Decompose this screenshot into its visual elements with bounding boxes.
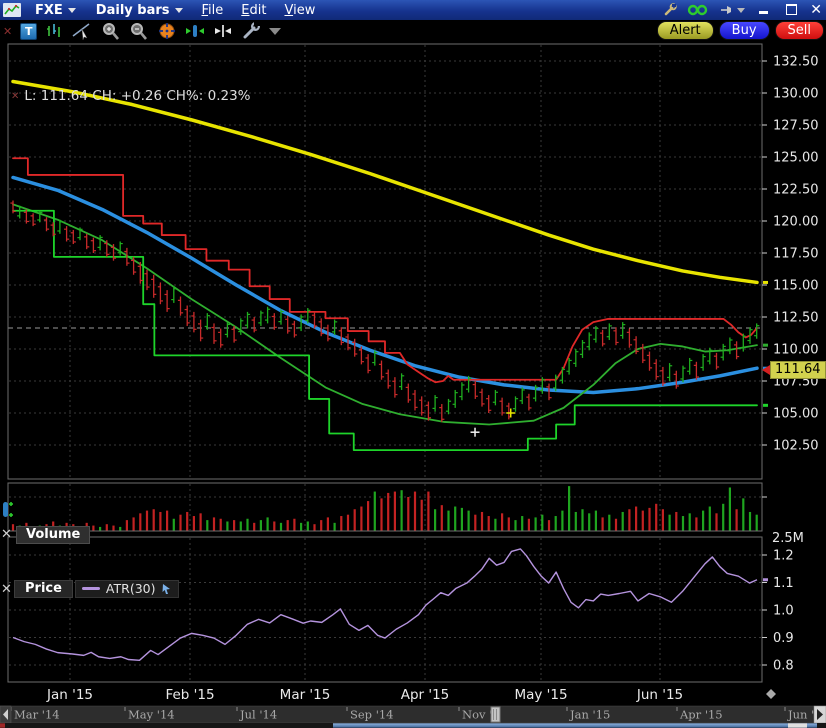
chevron-down-icon xyxy=(175,8,183,13)
maximize-button[interactable] xyxy=(781,4,802,17)
period-label: Daily bars xyxy=(96,3,170,18)
menu-view[interactable]: View xyxy=(284,3,315,18)
symbol-menu[interactable]: FXE xyxy=(35,3,76,18)
trendline-cursor-icon[interactable] xyxy=(71,22,93,40)
alert-button[interactable]: Alert xyxy=(657,21,714,40)
x-axis-label: Feb '15 xyxy=(165,687,214,703)
volume-axis-label: 2.5M xyxy=(772,531,804,546)
scrollbar-label: May '14 xyxy=(128,708,175,722)
close-button[interactable]: ✕ xyxy=(810,4,822,16)
chart-window: FXE Daily bars File Edit View ✕ ✕ T xyxy=(0,0,826,728)
price-axis-tick: 117.50 xyxy=(773,247,819,262)
period-menu[interactable]: Daily bars xyxy=(96,3,183,18)
menu-edit-rest: dit xyxy=(250,3,267,18)
x-axis-label: Jan '15 xyxy=(46,687,93,703)
scrollbar-label: Sep '14 xyxy=(350,708,394,722)
menu-view-initial: V xyxy=(284,3,293,18)
buy-button[interactable]: Buy xyxy=(719,21,770,40)
atr-line-swatch-icon xyxy=(82,587,100,590)
atr-panel-header: Price ATR(30) xyxy=(14,580,179,598)
series-endpoint-tick xyxy=(763,404,768,407)
quote-text: L: 111.64 CH: +0.26 CH%: 0.23% xyxy=(24,88,250,104)
scrollbar-label: Apr '15 xyxy=(679,708,723,722)
scrollbar-label: Jan '15 xyxy=(569,708,610,722)
x-axis-label: Apr '15 xyxy=(401,687,450,703)
menu-view-rest: iew xyxy=(293,3,315,18)
range-bar-left-mark xyxy=(0,723,5,727)
remove-tool-icon[interactable]: ✕ xyxy=(3,22,12,40)
axis-nav-diamond-icon[interactable] xyxy=(766,689,776,699)
expand-bars-icon[interactable] xyxy=(0,498,14,526)
dropdown-arrow-icon[interactable] xyxy=(269,22,281,40)
edit-hand-icon[interactable] xyxy=(161,583,172,595)
atr-indicator-label: ATR(30) xyxy=(106,581,156,596)
atr-axis-tick: 1.1 xyxy=(773,576,794,591)
price-axis-tick: 115.00 xyxy=(773,279,819,294)
price-axis-tick: 122.50 xyxy=(773,183,819,198)
chevron-down-icon xyxy=(68,8,76,13)
atr-indicator-chip[interactable]: ATR(30) xyxy=(75,580,180,598)
chart-area: 132.50 130.00 127.50 125.00 122.50 120.00 117.… xyxy=(0,42,826,728)
chart-canvas[interactable]: 132.50 130.00 127.50 125.00 122.50 120.00 117.… xyxy=(0,42,826,728)
atr-axis-tick: 0.8 xyxy=(773,659,794,674)
x-axis-label: May '15 xyxy=(514,687,567,703)
app-logo-icon xyxy=(3,3,21,17)
x-axis-label: Jun '15 xyxy=(636,687,683,703)
price-axis-tick: 110.00 xyxy=(773,343,819,358)
settings-wrench-icon[interactable] xyxy=(241,22,261,40)
titlebar: FXE Daily bars File Edit View ✕ xyxy=(0,0,826,20)
crosshair-target-icon[interactable] xyxy=(157,22,177,40)
atr-axis-tick: 0.9 xyxy=(773,631,794,646)
pin-icon[interactable] xyxy=(719,4,745,16)
chevron-down-icon xyxy=(737,8,745,13)
price-axis-tick: 112.50 xyxy=(773,311,819,326)
visible-range-bar[interactable] xyxy=(333,723,817,727)
current-price-value: 111.64 xyxy=(770,361,826,379)
scrollbar-handle[interactable] xyxy=(491,707,500,722)
atr-axis-tick: 1.2 xyxy=(773,549,794,564)
price-axis-tick: 102.50 xyxy=(773,439,819,454)
order-buttons: Alert Buy Sell xyxy=(652,21,824,40)
expand-bars-icon[interactable] xyxy=(185,22,205,40)
price-axis-tick: 125.00 xyxy=(773,151,819,166)
close-study-icon[interactable]: ✕ xyxy=(11,91,19,102)
series-endpoint-tick xyxy=(763,344,768,347)
settings-wrench-icon[interactable] xyxy=(663,3,677,17)
menu-edit[interactable]: Edit xyxy=(241,3,266,18)
series-endpoint-tick xyxy=(763,578,768,581)
quote-line: ✕ L: 111.64 CH: +0.26 CH%: 0.23% xyxy=(11,88,251,104)
text-tool-icon[interactable]: T xyxy=(20,22,37,40)
volume-panel-label[interactable]: Volume xyxy=(16,526,90,544)
price-axis-tick: 127.50 xyxy=(773,119,819,134)
minimize-button[interactable] xyxy=(754,4,773,16)
menu-file-rest: ile xyxy=(208,3,223,18)
menu-file[interactable]: File xyxy=(202,3,224,18)
chart-type-icon[interactable] xyxy=(45,22,63,40)
symbol-label: FXE xyxy=(35,3,63,18)
range-bar-notch xyxy=(788,723,807,727)
sell-button[interactable]: Sell xyxy=(775,21,824,40)
menu-edit-initial: E xyxy=(241,3,249,18)
price-axis-tick: 120.00 xyxy=(773,215,819,230)
atr-close-button[interactable]: ✕ xyxy=(1,582,12,597)
link-chart-icon[interactable] xyxy=(687,4,709,16)
current-price-tag: 111.64 xyxy=(762,361,826,379)
atr-axis-tick: 1.0 xyxy=(773,604,794,619)
scrollbar-label: Jul '14 xyxy=(239,708,277,722)
volume-close-button[interactable]: ✕ xyxy=(1,527,12,542)
scrollbar-label: Jun ' xyxy=(787,708,814,722)
series-endpoint-tick xyxy=(763,281,768,284)
price-axis-tick: 132.50 xyxy=(773,55,819,70)
price-arrow-icon xyxy=(762,365,770,375)
x-axis-label: Mar '15 xyxy=(280,687,331,703)
scrollbar-label: Mar '14 xyxy=(14,708,60,722)
atr-panel-label[interactable]: Price xyxy=(14,580,73,598)
zoom-in-icon[interactable] xyxy=(101,22,121,40)
price-axis-tick: 105.00 xyxy=(773,407,819,422)
zoom-out-icon[interactable] xyxy=(129,22,149,40)
price-axis-tick: 130.00 xyxy=(773,87,819,102)
collapse-bars-icon[interactable] xyxy=(213,22,233,40)
